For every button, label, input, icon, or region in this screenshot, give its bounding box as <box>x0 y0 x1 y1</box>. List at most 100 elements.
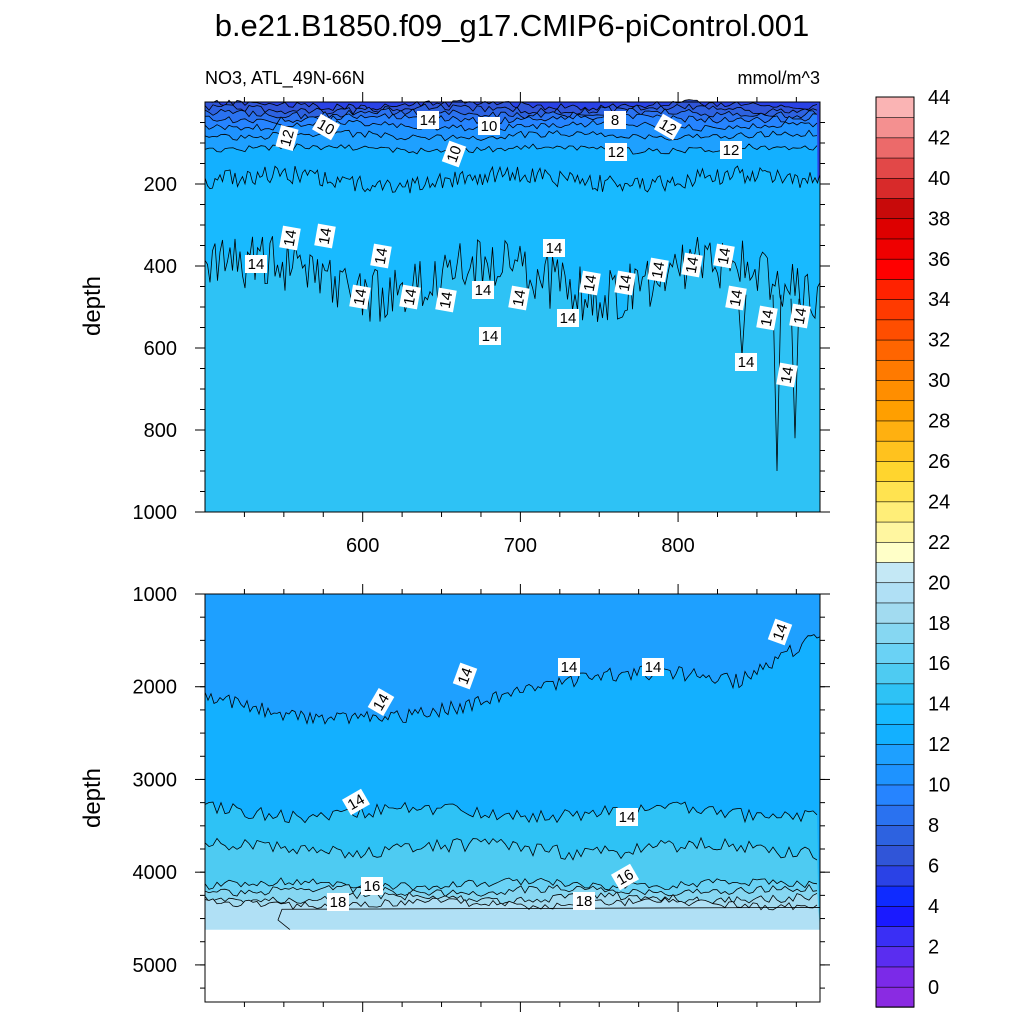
contour-label-box <box>681 252 703 278</box>
contour-label-text: 14 <box>345 791 368 814</box>
contour-label-text: 14 <box>248 256 265 273</box>
contour-label: 12 <box>720 141 742 159</box>
colorbar: 0246810121416182022242628303234363840424… <box>875 87 950 1008</box>
contour-line-16 <box>204 877 818 891</box>
colorbar-label: 28 <box>928 411 950 433</box>
contour-spike <box>772 294 782 472</box>
contour-label-text: 14 <box>372 246 392 265</box>
contour-label-text: 18 <box>576 893 593 910</box>
contour-label-text: 8 <box>611 112 619 129</box>
y-tick-label: 5000 <box>133 955 178 977</box>
colorbar-swatch <box>875 905 915 927</box>
contour-label: 14 <box>472 281 494 299</box>
colorbar-label: 14 <box>928 694 950 716</box>
contour-label: 14 <box>399 284 421 310</box>
contour-label: 10 <box>478 117 500 135</box>
colorbar-swatch <box>875 359 915 381</box>
contour-label-box <box>614 270 636 296</box>
contour-label-box <box>610 863 640 891</box>
contour-label-text: 12 <box>608 144 625 161</box>
contour-label-box <box>361 877 383 895</box>
contour-label-box <box>311 113 341 141</box>
contour-spike <box>790 298 800 439</box>
contour-label: 14 <box>279 225 301 251</box>
colorbar-swatch <box>875 238 915 260</box>
colorbar-swatch <box>875 501 915 523</box>
colorbar-swatch <box>875 622 915 644</box>
contour-label-box <box>479 327 501 345</box>
contour-label: 18 <box>327 893 349 911</box>
contour-label: 14 <box>713 243 735 269</box>
colorbar-label: 4 <box>928 896 939 918</box>
colorbar-label: 30 <box>928 370 950 392</box>
x-tick-label: 600 <box>346 535 379 557</box>
plot-frame <box>204 593 821 1003</box>
colorbar-swatch <box>875 339 915 361</box>
contour-label-text: 14 <box>738 354 755 371</box>
x-tick-label: 700 <box>504 535 537 557</box>
seafloor-mask <box>205 929 820 1002</box>
colorbar-swatch <box>875 703 915 725</box>
contour-label-box <box>767 618 793 646</box>
colorbar-label: 22 <box>928 532 950 554</box>
contour-label: 14 <box>508 285 530 311</box>
contour-label: 12 <box>653 113 683 141</box>
colorbar-swatch <box>875 561 915 584</box>
colorbar-swatch <box>875 723 915 745</box>
contour-label-text: 14 <box>437 290 457 309</box>
y-tick-label: 4000 <box>133 862 178 884</box>
contour-label-text: 14 <box>778 365 798 384</box>
contour-label: 14 <box>725 285 747 311</box>
colorbar-swatch <box>875 946 915 968</box>
colorbar-swatch <box>875 683 915 705</box>
contour-label-box <box>616 808 638 826</box>
colorbar-swatch <box>875 885 915 907</box>
contour-label-box <box>349 284 371 310</box>
contour-label: 14 <box>579 270 601 296</box>
contour-label-box <box>604 111 626 129</box>
colorbar-label: 32 <box>928 330 950 352</box>
colorbar-frame <box>875 96 915 1008</box>
contour-label-box <box>508 285 530 311</box>
contour-label-box <box>399 284 421 310</box>
colorbar-swatch <box>875 480 915 503</box>
contour-label-box <box>642 658 664 676</box>
colorbar-swatch <box>875 966 915 988</box>
contour-line-11 <box>204 129 818 142</box>
contour-line-14 <box>204 801 818 824</box>
colorbar-label: 6 <box>928 855 939 877</box>
y-tick-label: 1000 <box>133 502 178 524</box>
contour-label: 12 <box>605 143 627 161</box>
chart-title: b.e21.B1850.f09_g17.CMIP6-piControl.001 <box>215 8 810 43</box>
contour-label-text: 14 <box>649 260 669 279</box>
colorbar-label: 10 <box>928 775 950 797</box>
colorbar-swatch <box>875 784 915 806</box>
contour-label-text: 10 <box>314 116 337 139</box>
y-tick-label: 1000 <box>133 584 178 606</box>
contour-label: 14 <box>558 658 580 676</box>
colorbar-swatch <box>875 258 915 280</box>
colorbar-label: 0 <box>928 977 939 999</box>
contour-label: 14 <box>417 111 439 129</box>
contour-label-text: 14 <box>475 282 492 299</box>
x-tick-label: 800 <box>661 535 694 557</box>
colorbar-swatch <box>875 137 915 159</box>
contour-label-box <box>713 243 735 269</box>
contour-label-box <box>543 239 565 257</box>
contour-label-box <box>452 662 478 690</box>
contour-label-box <box>653 113 683 141</box>
contour-line-10 <box>204 119 818 132</box>
contour-line-6 <box>204 99 818 112</box>
contour-label-box <box>275 125 299 151</box>
contour-label-text: 14 <box>546 240 563 257</box>
colorbar-label: 38 <box>928 208 950 230</box>
contour-fill-19 <box>205 898 820 930</box>
contour-label-text: 10 <box>444 143 466 164</box>
contour-label: 14 <box>314 223 336 249</box>
contour-label-box <box>327 893 349 911</box>
colorbar-swatch <box>875 379 915 402</box>
contour-label-text: 14 <box>560 310 577 327</box>
contour-label: 14 <box>776 362 798 388</box>
contour-line-7 <box>204 103 818 115</box>
